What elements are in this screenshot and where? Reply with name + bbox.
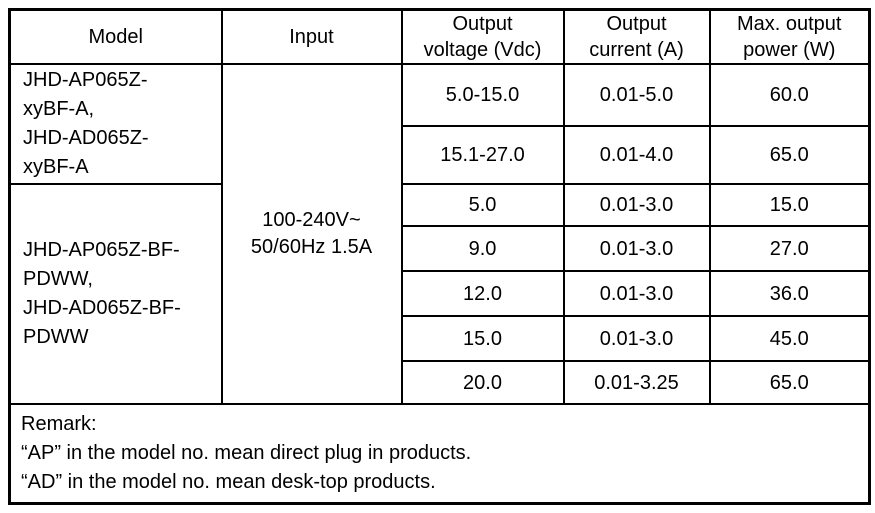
power-cell: 45.0 [708, 315, 871, 362]
voltage-cell: 12.0 [400, 270, 565, 317]
header-output-voltage-line1: Output [452, 13, 513, 35]
table-row: 15.1-27.0 0.01-4.0 65.0 [10, 125, 871, 185]
voltage-cell: 15.0 [400, 315, 565, 362]
spec-table: Model Input Output voltage (Vdc) Output … [8, 8, 871, 505]
header-output-current-line1: Output [606, 13, 667, 35]
remark-line: “AP” in the model no. mean direct plug i… [21, 442, 472, 464]
remark-title: Remark: [21, 413, 97, 435]
power-cell: 15.0 [708, 183, 871, 227]
power-cell: 60.0 [708, 63, 871, 127]
current-cell: 0.01-3.0 [562, 315, 711, 362]
model-line: PDWW [23, 326, 89, 348]
current-cell: 0.01-3.0 [562, 225, 711, 272]
model-line: PDWW, [23, 268, 93, 290]
current-cell: 0.01-4.0 [562, 125, 711, 185]
model-line: xyBF-A [23, 156, 89, 178]
header-max-power-cell: Max. output power (W) [708, 8, 871, 65]
header-output-current-cell: Output current (A) [562, 8, 711, 65]
model-line: JHD-AP065Z- [23, 69, 148, 91]
model-line: xyBF-A, [23, 98, 95, 120]
table-row: 15.0 0.01-3.0 45.0 [10, 315, 871, 362]
model-group-1-cell: JHD-AP065Z- xyBF-A, JHD-AD065Z- xyBF-A [8, 63, 223, 185]
header-model-cell: Model [8, 8, 223, 65]
remark-row: Remark: “AP” in the model no. mean direc… [8, 403, 871, 505]
header-max-power-line1: Max. output [736, 13, 842, 35]
remark-line: “AD” in the model no. mean desk-top prod… [21, 471, 436, 493]
input-cell: 100-240V~ 50/60Hz 1.5A [220, 63, 403, 405]
model-group-2-cell: JHD-AP065Z-BF- PDWW, JHD-AD065Z-BF- PDWW [8, 183, 223, 405]
power-cell: 36.0 [708, 270, 871, 317]
header-max-power-line2: power (W) [743, 39, 836, 61]
table-row: JHD-AP065Z- xyBF-A, JHD-AD065Z- xyBF-A 1… [8, 63, 871, 405]
power-cell: 65.0 [708, 125, 871, 185]
table-row: 12.0 0.01-3.0 36.0 [10, 270, 871, 317]
voltage-cell: 9.0 [400, 225, 565, 272]
input-line1: 100-240V~ [262, 209, 361, 231]
voltage-cell: 5.0-15.0 [400, 63, 565, 127]
header-input-cell: Input [220, 8, 403, 65]
current-cell: 0.01-3.25 [562, 360, 711, 405]
header-input-label: Input [289, 26, 334, 48]
table-row: JHD-AP065Z-BF- PDWW, JHD-AD065Z-BF- PDWW… [8, 183, 871, 405]
header-model-label: Model [88, 26, 143, 48]
table-row: 9.0 0.01-3.0 27.0 [10, 225, 871, 272]
model-line: JHD-AD065Z- [23, 127, 149, 149]
header-output-voltage-line2: voltage (Vdc) [423, 39, 542, 61]
power-cell: 27.0 [708, 225, 871, 272]
model-line: JHD-AD065Z-BF- [23, 297, 181, 319]
current-cell: 0.01-5.0 [562, 63, 711, 127]
remark-cell: Remark: “AP” in the model no. mean direc… [8, 403, 871, 505]
header-output-current-line2: current (A) [589, 39, 684, 61]
current-cell: 0.01-3.0 [562, 183, 711, 227]
input-line2: 50/60Hz 1.5A [250, 236, 373, 258]
voltage-cell: 15.1-27.0 [400, 125, 565, 185]
power-cell: 65.0 [708, 360, 871, 405]
header-row: Model Input Output voltage (Vdc) Output … [8, 8, 871, 65]
header-output-voltage-cell: Output voltage (Vdc) [400, 8, 565, 65]
table-row: 20.0 0.01-3.25 65.0 [10, 360, 871, 405]
current-cell: 0.01-3.0 [562, 270, 711, 317]
voltage-cell: 5.0 [400, 183, 565, 227]
model-line: JHD-AP065Z-BF- [23, 239, 180, 261]
voltage-cell: 20.0 [400, 360, 565, 405]
